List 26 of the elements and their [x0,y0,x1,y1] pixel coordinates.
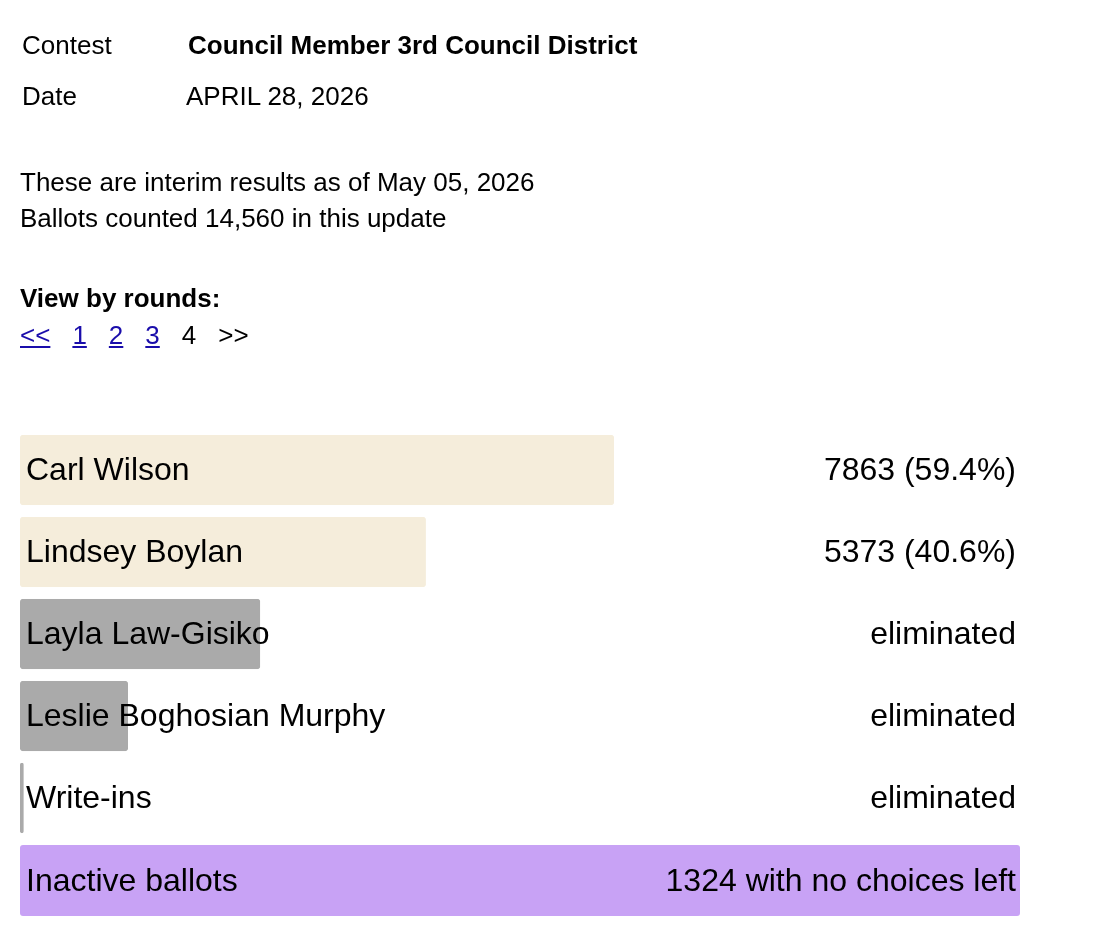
data-label: eliminated [870,615,1016,651]
data-label: eliminated [870,697,1016,733]
summary-box: Inactive ballots 1324 with no choices left [20,845,1020,916]
text: Date [22,81,77,112]
y-tick-label: Write-ins [26,779,152,815]
text: << [20,320,51,350]
data-label: 7863 (59.4%) [823,451,1016,487]
text: 2 [108,320,124,350]
text: Contest [22,30,112,61]
y-tick-label: Lindsey Boylan [26,533,244,569]
text: View by rounds: [20,283,221,314]
y-tick-label: Carl Wilson [26,451,190,487]
text: These are interim results as of May 05, 2026 [20,167,535,198]
text: APRIL 28, 2026 [186,81,369,112]
text: Ballots counted 14,560 in this update [20,203,447,234]
data-label: eliminated [870,779,1016,815]
bar [20,434,615,506]
y-tick-label: Layla Law-Gisiko [26,615,270,651]
text: 3 [145,320,160,350]
text: 4 [181,320,197,350]
y-tick-label: Leslie Boghosian Murphy [26,697,386,733]
chart-title: Council Member 3rd Council District [188,30,638,61]
text: 1 [72,320,87,350]
data-label: 5373 (40.6%) [823,533,1016,569]
bar [20,516,426,588]
text: >> [218,320,249,350]
